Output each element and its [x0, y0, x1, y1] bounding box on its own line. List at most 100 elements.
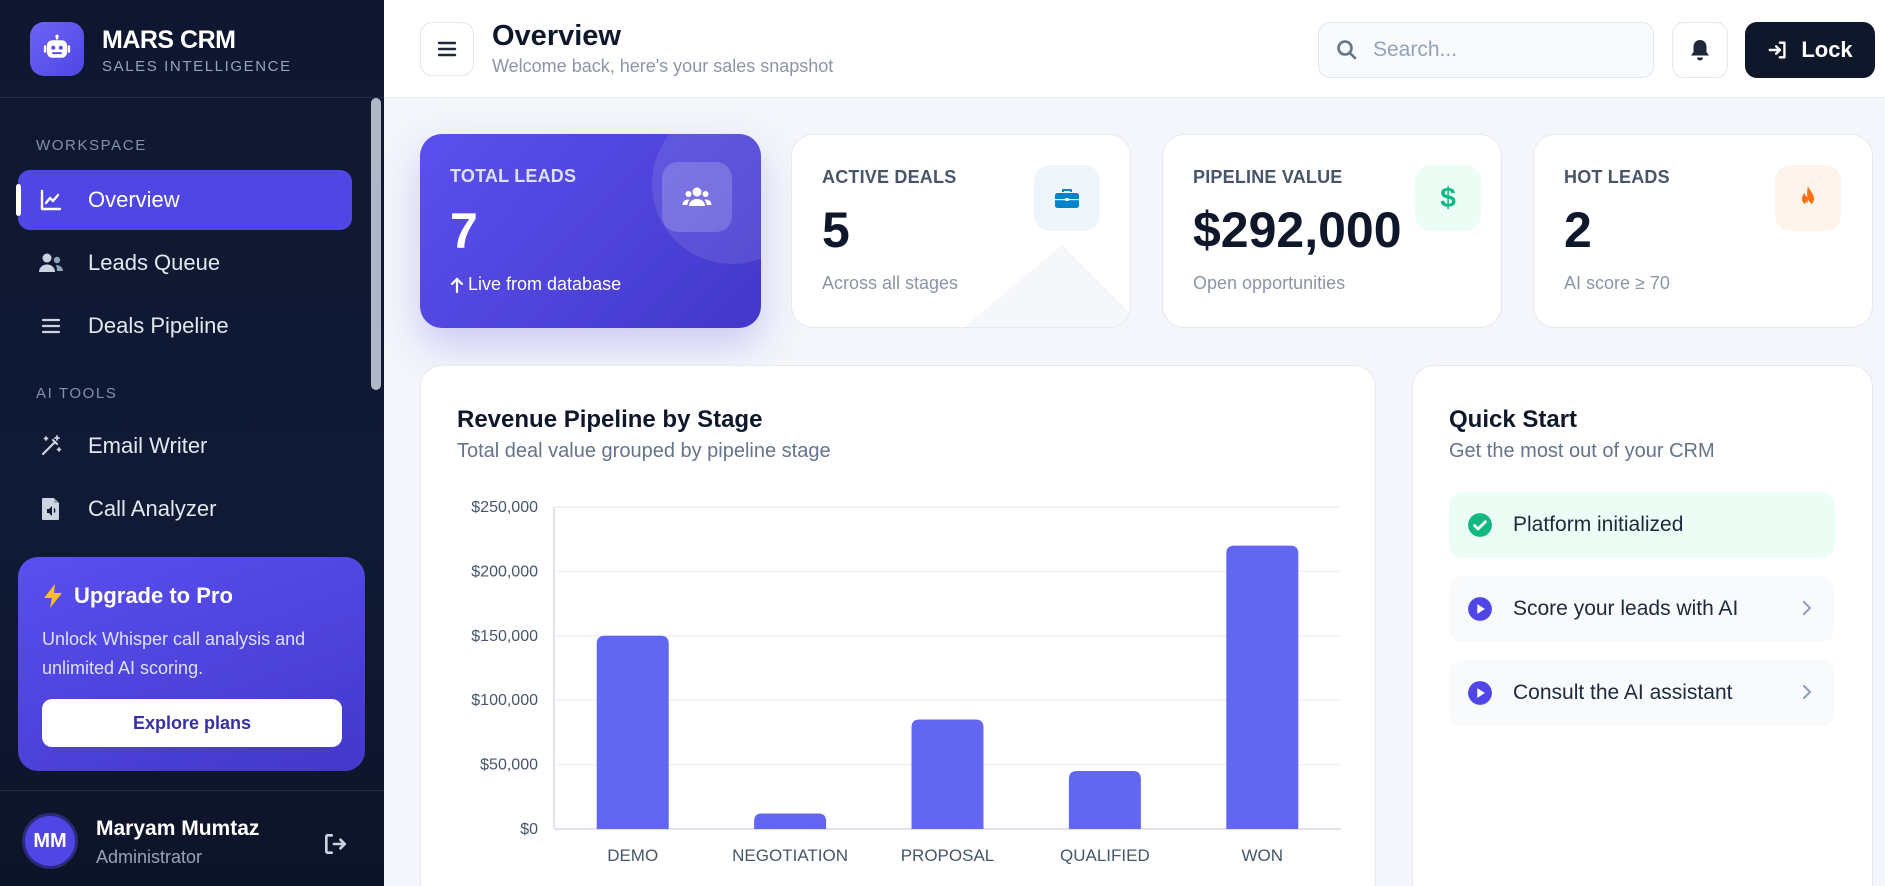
quick-start-subtitle: Get the most out of your CRM — [1449, 440, 1715, 462]
sidebar-item-label: Deals Pipeline — [88, 313, 229, 338]
hamburger-icon — [437, 41, 457, 57]
stat-foot: Across all stages — [822, 273, 959, 293]
user-role: Administrator — [96, 847, 203, 867]
sidebar-item-overview[interactable]: Overview — [16, 170, 352, 230]
quick-start-label: Platform initialized — [1513, 513, 1684, 536]
magic-wand-icon — [38, 433, 64, 459]
sidebar-item-call-analyzer[interactable]: Call Analyzer — [18, 479, 352, 539]
chevron-right-icon — [1802, 684, 1812, 700]
revenue-chart-panel: Revenue Pipeline by Stage Total deal val… — [420, 365, 1376, 886]
x-tick-label: NEGOTIATION — [732, 846, 848, 865]
audio-file-icon — [38, 496, 64, 522]
y-tick-label: $150,000 — [471, 628, 538, 645]
bar — [1068, 771, 1141, 829]
user-profile: MM Maryam Mumtaz Administrator — [0, 790, 384, 886]
stat-card-active-deals[interactable]: ACTIVE DEALS 5 Across all stages — [791, 134, 1131, 328]
sidebar-item-label: Leads Queue — [88, 250, 221, 275]
play-circle-icon — [1468, 681, 1492, 705]
quick-start-item-platform-initialized[interactable]: Platform initialized — [1449, 492, 1835, 558]
sidebar-item-email-writer[interactable]: Email Writer — [18, 416, 352, 476]
top-header: Overview Welcome back, here's your sales… — [384, 0, 1885, 98]
quick-start-title: Quick Start — [1449, 406, 1578, 433]
search-icon — [1337, 40, 1357, 60]
page-subtitle: Welcome back, here's your sales snapshot — [492, 56, 834, 76]
bar-chart: $0 $50,000 $100,000 $150,000 $200,000 $250,00… — [471, 499, 1341, 865]
sign-in-icon — [1768, 41, 1786, 59]
sidebar-item-label: Overview — [88, 187, 180, 212]
section-label-ai-tools: AI TOOLS — [36, 385, 118, 402]
logout-icon[interactable] — [322, 831, 348, 857]
sidebar-item-label: Call Analyzer — [88, 496, 217, 521]
chart-subtitle: Total deal value grouped by pipeline sta… — [457, 440, 831, 462]
upgrade-title-row: Upgrade to Pro — [42, 583, 233, 609]
bar — [596, 635, 669, 829]
check-circle-icon — [1468, 513, 1492, 537]
stat-value: 2 — [1564, 202, 1592, 258]
brand-title: MARS CRM — [102, 26, 236, 54]
users-icon — [38, 250, 64, 276]
stat-card-pipeline-value[interactable]: PIPELINE VALUE $292,000 Open opportuniti… — [1162, 134, 1502, 328]
bar — [1226, 545, 1299, 829]
brand: MARS CRM SALES INTELLIGENCE — [0, 0, 384, 98]
stat-foot-row: Live from database — [450, 274, 621, 295]
y-tick-label: $50,000 — [480, 757, 538, 774]
menu-toggle-button[interactable] — [420, 22, 474, 76]
notifications-button[interactable] — [1672, 22, 1728, 78]
robot-icon — [30, 22, 84, 76]
sidebar-item-label: Email Writer — [88, 433, 208, 458]
quick-start-item-consult-ai[interactable]: Consult the AI assistant — [1449, 660, 1835, 726]
stat-card-hot-leads[interactable]: HOT LEADS 2 AI score ≥ 70 — [1533, 134, 1873, 328]
y-tick-label: $200,000 — [471, 563, 538, 580]
x-tick-label: PROPOSAL — [901, 846, 995, 865]
stat-foot: Open opportunities — [1193, 273, 1346, 293]
y-tick-label: $100,000 — [471, 692, 538, 709]
arrow-up-icon — [450, 276, 464, 293]
briefcase-icon — [1034, 165, 1100, 231]
stat-label: HOT LEADS — [1564, 167, 1670, 187]
page-title: Overview — [492, 20, 621, 52]
users-icon — [662, 162, 732, 232]
stat-foot: Live from database — [468, 274, 622, 294]
lock-button[interactable]: Lock — [1745, 22, 1875, 78]
chart-title: Revenue Pipeline by Stage — [457, 406, 763, 433]
bar — [911, 719, 984, 829]
lock-label: Lock — [1801, 37, 1853, 62]
quick-start-panel: Quick Start Get the most out of your CRM… — [1412, 365, 1873, 886]
sidebar-item-leads-queue[interactable]: Leads Queue — [18, 233, 352, 293]
chevron-right-icon — [1802, 600, 1812, 616]
stat-foot: AI score ≥ 70 — [1564, 273, 1670, 293]
dollar-icon: $ — [1415, 165, 1481, 231]
bell-icon — [1691, 40, 1709, 61]
upgrade-text: Unlock Whisper call analysis and unlimit… — [42, 629, 306, 678]
y-tick-label: $0 — [520, 821, 538, 838]
sidebar-item-deals-pipeline[interactable]: Deals Pipeline — [18, 296, 352, 356]
x-tick-label: WON — [1242, 846, 1284, 865]
bar — [754, 813, 827, 829]
quick-start-label: Consult the AI assistant — [1513, 681, 1733, 704]
lightning-icon — [44, 584, 62, 608]
stat-value: $292,000 — [1193, 202, 1402, 258]
stat-card-total-leads[interactable]: TOTAL LEADS 7 Live from database — [420, 134, 761, 328]
avatar[interactable]: MM — [22, 813, 78, 869]
card-decor — [964, 245, 1130, 327]
search-input[interactable] — [1373, 38, 1633, 62]
section-label-workspace: WORKSPACE — [36, 137, 147, 154]
brand-subtitle: SALES INTELLIGENCE — [102, 58, 292, 75]
upgrade-title: Upgrade to Pro — [74, 583, 233, 608]
sidebar-scrollbar[interactable] — [371, 98, 381, 390]
x-tick-label: QUALIFIED — [1060, 846, 1150, 865]
list-icon — [38, 313, 64, 339]
search-box — [1318, 22, 1654, 78]
quick-start-item-score-leads[interactable]: Score your leads with AI — [1449, 576, 1835, 642]
chart-line-icon — [38, 187, 64, 213]
explore-plans-button[interactable]: Explore plans — [42, 699, 342, 747]
dollar-glyph: $ — [1440, 182, 1456, 213]
stat-value: 7 — [450, 203, 478, 259]
sidebar: MARS CRM SALES INTELLIGENCE WORKSPACE Ov… — [0, 0, 384, 886]
quick-start-label: Score your leads with AI — [1513, 597, 1739, 620]
stat-label: ACTIVE DEALS — [822, 167, 957, 187]
y-tick-label: $250,000 — [471, 499, 538, 516]
x-tick-label: DEMO — [607, 846, 658, 865]
stat-value: 5 — [822, 202, 850, 258]
user-name: Maryam Mumtaz — [96, 817, 260, 840]
